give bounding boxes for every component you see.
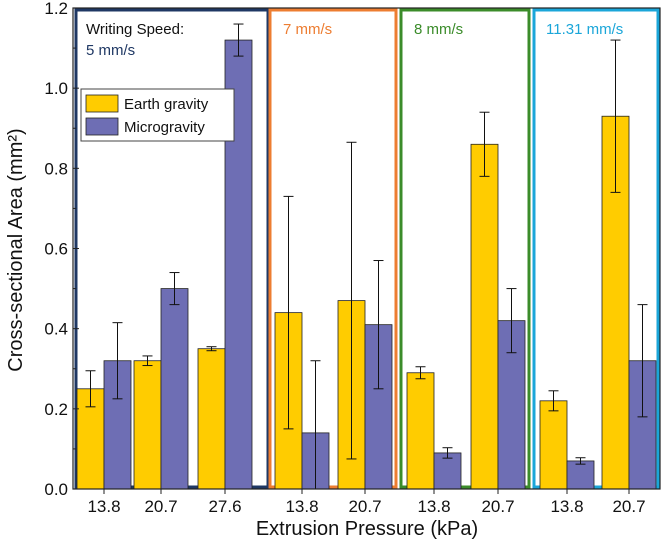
panel-box-2 [268,8,398,489]
legend: Earth gravity Microgravity [80,88,235,142]
bar-earth [539,400,568,490]
y-tick-label: 0.8 [44,159,68,178]
y-tick-label: 1.2 [44,0,68,18]
y-tick-label: 0.2 [44,400,68,419]
x-tick-label: 13.8 [550,497,583,516]
y-ticks: 0.0 0.2 0.4 0.6 0.8 1.0 1.2 [44,0,79,499]
bar-earth [406,372,435,490]
y-tick-label: 0.6 [44,240,68,259]
bars [76,23,657,490]
panel-label-4: 11.31 mm/s [546,21,623,38]
panel-labels: Writing Speed: 5 mm/s 7 mm/s 8 mm/s 11.31 mm… [86,21,623,59]
x-axis-title: Extrusion Pressure (kPa) [256,518,478,540]
panel-label-1: Writing Speed: [86,21,184,38]
x-tick-label: 20.7 [144,497,177,516]
panel-box-3 [399,8,531,489]
bar-micro [160,288,189,490]
legend-swatch [85,94,119,113]
legend-label: Earth gravity [124,96,209,113]
bar-earth [133,360,162,490]
x-tick-label: 13.8 [87,497,120,516]
panel-label-2: 7 mm/s [283,21,332,38]
x-tick-label: 13.8 [417,497,450,516]
y-tick-label: 0.0 [44,480,68,499]
x-tick-label: 20.7 [481,497,514,516]
x-tick-label: 27.6 [208,497,241,516]
y-axis-title: Cross-sectional Area (mm²) [5,128,27,371]
bar-earth [197,348,226,490]
y-tick-label: 1.0 [44,79,68,98]
panel-label-1: 5 mm/s [86,42,135,59]
x-tick-label: 13.8 [285,497,318,516]
legend-label: Microgravity [124,119,205,136]
bar-micro [566,460,595,490]
bar-earth [470,143,499,490]
x-ticks: 13.8 20.7 27.6 13.8 20.7 13.8 20.7 13.8 20.7 [87,489,646,516]
panel-label-3: 8 mm/s [414,21,463,38]
bar-micro [433,452,462,490]
y-tick-label: 0.4 [44,320,68,339]
legend-swatch [85,117,119,136]
x-tick-label: 20.7 [612,497,645,516]
x-tick-label: 20.7 [348,497,381,516]
panel-box-4 [532,8,660,489]
